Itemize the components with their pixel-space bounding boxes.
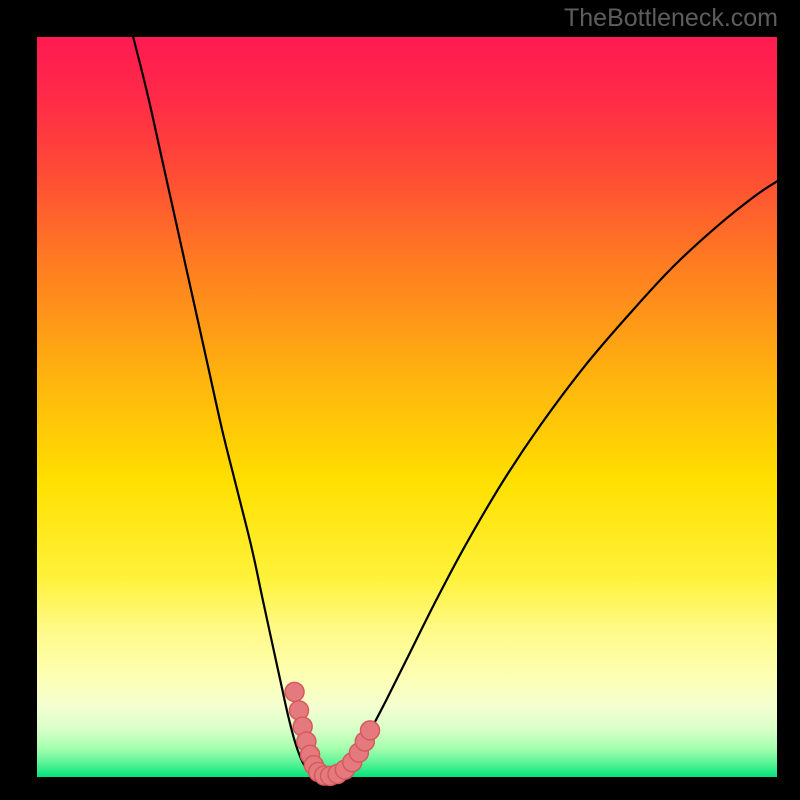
chart-canvas: TheBottleneck.com (0, 0, 800, 800)
plot-area (37, 37, 777, 777)
watermark-text: TheBottleneck.com (564, 4, 778, 33)
